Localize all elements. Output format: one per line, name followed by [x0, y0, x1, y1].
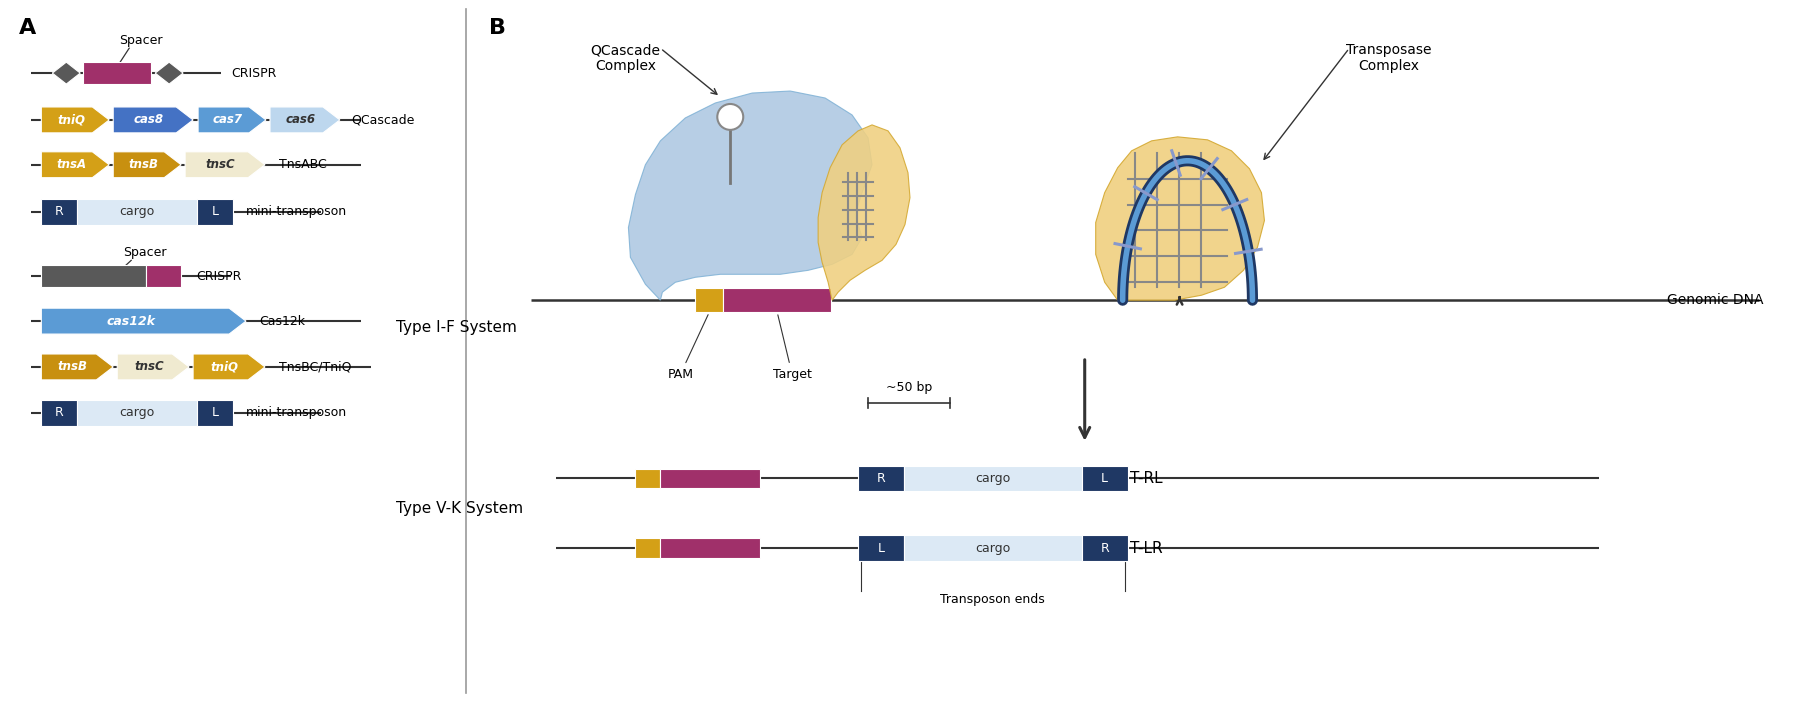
Text: L: L — [212, 205, 218, 218]
Text: cas6: cas6 — [286, 114, 315, 126]
Text: TnsABC: TnsABC — [279, 158, 328, 171]
Polygon shape — [41, 354, 113, 380]
Polygon shape — [193, 354, 265, 380]
Bar — [1082, 465, 1127, 491]
Text: tnsB: tnsB — [58, 360, 88, 373]
Polygon shape — [155, 62, 184, 84]
Polygon shape — [185, 152, 265, 178]
Text: tniQ: tniQ — [58, 114, 85, 126]
Text: tnsB: tnsB — [128, 158, 158, 171]
Text: L: L — [877, 542, 884, 555]
Text: cargo: cargo — [119, 205, 155, 218]
Text: Target: Target — [772, 315, 812, 381]
Text: A: A — [20, 18, 36, 39]
Bar — [41, 265, 146, 287]
Bar — [661, 538, 760, 558]
Text: L: L — [212, 406, 218, 419]
Text: tnsC: tnsC — [133, 360, 164, 373]
Polygon shape — [41, 308, 247, 334]
Bar — [196, 400, 232, 425]
Text: Transposon ends: Transposon ends — [940, 593, 1046, 606]
Text: QCascade: QCascade — [351, 114, 414, 126]
Polygon shape — [117, 354, 189, 380]
Text: T-RL: T-RL — [1130, 471, 1163, 486]
Text: Type V-K System: Type V-K System — [396, 501, 524, 516]
Polygon shape — [1096, 137, 1264, 300]
Text: CRISPR: CRISPR — [196, 270, 241, 283]
Polygon shape — [113, 107, 193, 133]
Text: R: R — [877, 472, 886, 485]
Polygon shape — [270, 107, 340, 133]
Polygon shape — [198, 107, 266, 133]
Text: cas12k: cas12k — [106, 314, 157, 328]
Bar — [41, 199, 77, 225]
Bar — [77, 199, 196, 225]
Bar — [635, 538, 661, 558]
Text: R: R — [56, 205, 63, 218]
Bar — [904, 535, 1082, 561]
Text: tniQ: tniQ — [211, 360, 239, 373]
Text: B: B — [488, 18, 506, 39]
Text: L: L — [1102, 472, 1109, 485]
Text: R: R — [56, 406, 63, 419]
Bar — [695, 289, 724, 312]
Polygon shape — [41, 152, 110, 178]
Circle shape — [716, 104, 743, 130]
Bar — [41, 400, 77, 425]
Text: TnsBC/TniQ: TnsBC/TniQ — [279, 360, 351, 373]
Bar — [904, 465, 1082, 491]
Text: ~50 bp: ~50 bp — [886, 380, 932, 394]
Bar — [83, 62, 151, 84]
Bar — [859, 535, 904, 561]
Text: cargo: cargo — [976, 542, 1012, 555]
Polygon shape — [819, 125, 911, 300]
Bar — [635, 468, 661, 489]
Polygon shape — [41, 107, 110, 133]
Text: Spacer: Spacer — [119, 34, 162, 47]
Bar — [77, 400, 196, 425]
Bar — [1082, 535, 1127, 561]
Text: Transposase
Complex: Transposase Complex — [1346, 44, 1433, 74]
Bar — [196, 199, 232, 225]
Text: Type I-F System: Type I-F System — [396, 319, 517, 335]
Text: CRISPR: CRISPR — [230, 67, 277, 79]
Text: Spacer: Spacer — [122, 246, 167, 259]
Polygon shape — [113, 152, 182, 178]
Polygon shape — [52, 62, 81, 84]
Text: cas7: cas7 — [212, 114, 243, 126]
Text: mini-transposon: mini-transposon — [247, 406, 347, 419]
Bar — [146, 265, 182, 287]
Text: tnsA: tnsA — [56, 158, 86, 171]
Text: QCascade
Complex: QCascade Complex — [590, 44, 661, 74]
Text: mini-transposon: mini-transposon — [247, 205, 347, 218]
Text: cas8: cas8 — [133, 114, 164, 126]
Text: R: R — [1102, 542, 1109, 555]
Text: cargo: cargo — [119, 406, 155, 419]
Bar — [661, 468, 760, 489]
Text: tnsC: tnsC — [205, 158, 236, 171]
Text: Cas12k: Cas12k — [259, 314, 304, 328]
Text: PAM: PAM — [668, 314, 707, 381]
Text: T-LR: T-LR — [1130, 541, 1163, 556]
Polygon shape — [628, 91, 871, 300]
Bar — [724, 289, 832, 312]
Bar — [859, 465, 904, 491]
Text: cargo: cargo — [976, 472, 1010, 485]
Text: Genomic DNA: Genomic DNA — [1667, 293, 1764, 307]
